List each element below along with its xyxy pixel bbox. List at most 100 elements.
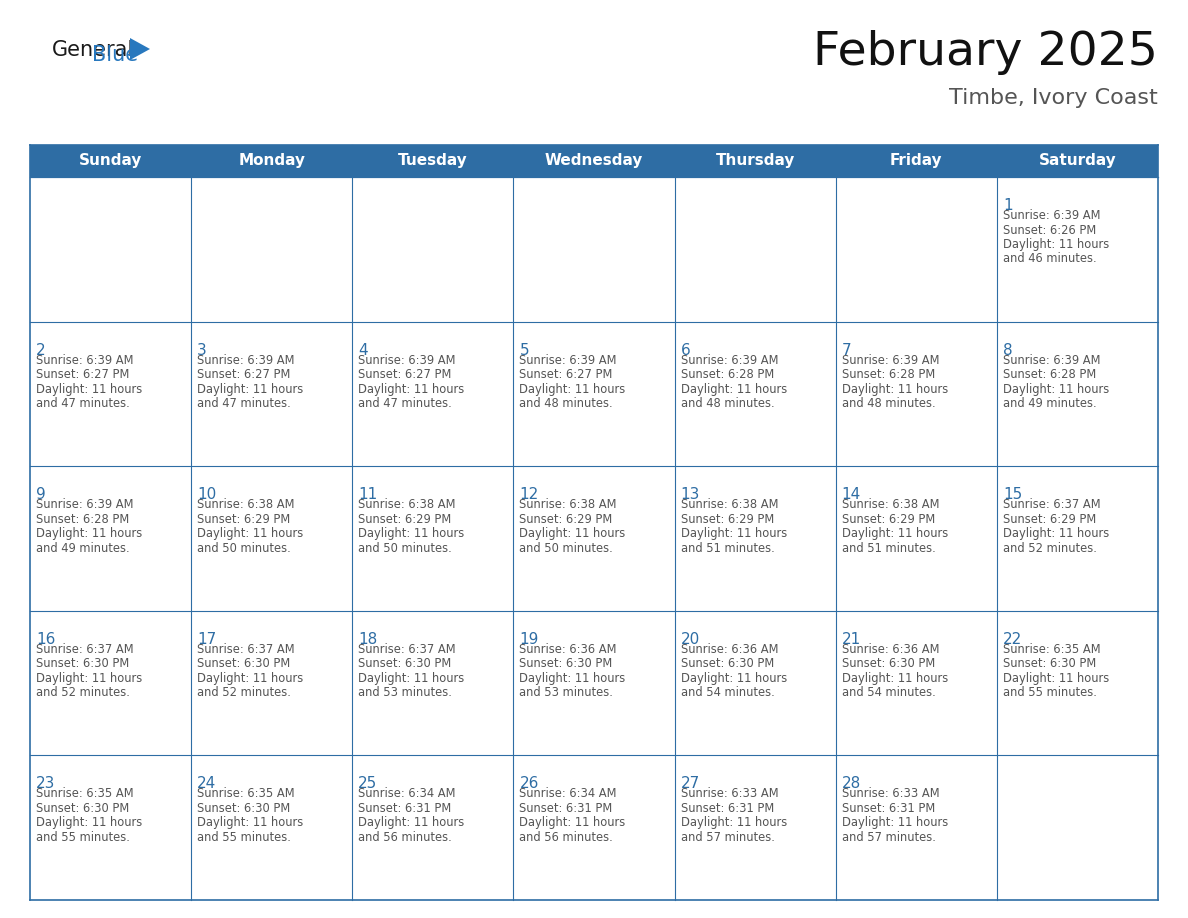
Text: General: General [52, 40, 134, 60]
Text: 20: 20 [681, 632, 700, 647]
Text: 25: 25 [359, 777, 378, 791]
Text: and 55 minutes.: and 55 minutes. [36, 831, 129, 844]
Text: Sunset: 6:30 PM: Sunset: 6:30 PM [36, 657, 129, 670]
Text: Sunday: Sunday [78, 153, 143, 169]
Text: Saturday: Saturday [1038, 153, 1117, 169]
Text: 6: 6 [681, 342, 690, 358]
Text: Daylight: 11 hours: Daylight: 11 hours [842, 383, 948, 396]
Text: and 51 minutes.: and 51 minutes. [842, 542, 935, 554]
Text: and 54 minutes.: and 54 minutes. [842, 687, 935, 700]
Text: and 52 minutes.: and 52 minutes. [197, 687, 291, 700]
Bar [30, 145, 1158, 177]
Text: Sunrise: 6:33 AM: Sunrise: 6:33 AM [681, 788, 778, 800]
Text: Daylight: 11 hours: Daylight: 11 hours [1003, 383, 1110, 396]
Text: Daylight: 11 hours: Daylight: 11 hours [519, 383, 626, 396]
Text: Daylight: 11 hours: Daylight: 11 hours [842, 672, 948, 685]
Text: Daylight: 11 hours: Daylight: 11 hours [359, 527, 465, 540]
Text: Sunrise: 6:38 AM: Sunrise: 6:38 AM [842, 498, 940, 511]
Text: and 48 minutes.: and 48 minutes. [842, 397, 935, 410]
Text: Daylight: 11 hours: Daylight: 11 hours [842, 527, 948, 540]
Text: Sunset: 6:29 PM: Sunset: 6:29 PM [1003, 512, 1097, 526]
Text: Sunset: 6:30 PM: Sunset: 6:30 PM [197, 657, 290, 670]
Text: and 48 minutes.: and 48 minutes. [519, 397, 613, 410]
Text: 15: 15 [1003, 487, 1022, 502]
Text: 12: 12 [519, 487, 538, 502]
Text: Sunrise: 6:39 AM: Sunrise: 6:39 AM [36, 498, 133, 511]
Text: Sunrise: 6:34 AM: Sunrise: 6:34 AM [519, 788, 617, 800]
Text: Sunset: 6:30 PM: Sunset: 6:30 PM [197, 802, 290, 815]
Text: Sunrise: 6:33 AM: Sunrise: 6:33 AM [842, 788, 940, 800]
Text: 21: 21 [842, 632, 861, 647]
Text: Sunrise: 6:38 AM: Sunrise: 6:38 AM [197, 498, 295, 511]
Text: and 48 minutes.: and 48 minutes. [681, 397, 775, 410]
Text: Sunrise: 6:39 AM: Sunrise: 6:39 AM [197, 353, 295, 366]
Text: Sunrise: 6:39 AM: Sunrise: 6:39 AM [36, 353, 133, 366]
Text: and 51 minutes.: and 51 minutes. [681, 542, 775, 554]
Text: Daylight: 11 hours: Daylight: 11 hours [681, 383, 786, 396]
Text: Daylight: 11 hours: Daylight: 11 hours [519, 816, 626, 829]
Text: Daylight: 11 hours: Daylight: 11 hours [1003, 672, 1110, 685]
Text: 17: 17 [197, 632, 216, 647]
Text: 5: 5 [519, 342, 529, 358]
Text: Monday: Monday [239, 153, 305, 169]
Text: Daylight: 11 hours: Daylight: 11 hours [36, 383, 143, 396]
Text: Sunset: 6:30 PM: Sunset: 6:30 PM [519, 657, 613, 670]
Text: Tuesday: Tuesday [398, 153, 468, 169]
Text: and 49 minutes.: and 49 minutes. [1003, 397, 1097, 410]
Text: and 55 minutes.: and 55 minutes. [1003, 687, 1097, 700]
Text: Daylight: 11 hours: Daylight: 11 hours [681, 816, 786, 829]
Text: Sunset: 6:27 PM: Sunset: 6:27 PM [359, 368, 451, 381]
Text: and 53 minutes.: and 53 minutes. [359, 687, 453, 700]
Text: Daylight: 11 hours: Daylight: 11 hours [519, 527, 626, 540]
Text: and 53 minutes.: and 53 minutes. [519, 687, 613, 700]
Text: Daylight: 11 hours: Daylight: 11 hours [519, 672, 626, 685]
Text: Daylight: 11 hours: Daylight: 11 hours [359, 672, 465, 685]
Text: Sunrise: 6:38 AM: Sunrise: 6:38 AM [519, 498, 617, 511]
Text: Sunset: 6:27 PM: Sunset: 6:27 PM [36, 368, 129, 381]
Text: and 52 minutes.: and 52 minutes. [36, 687, 129, 700]
Text: and 54 minutes.: and 54 minutes. [681, 687, 775, 700]
Text: 2: 2 [36, 342, 45, 358]
Text: 3: 3 [197, 342, 207, 358]
Text: Sunset: 6:31 PM: Sunset: 6:31 PM [681, 802, 773, 815]
Text: Sunrise: 6:36 AM: Sunrise: 6:36 AM [519, 643, 617, 655]
Text: Sunset: 6:31 PM: Sunset: 6:31 PM [842, 802, 935, 815]
Text: and 50 minutes.: and 50 minutes. [197, 542, 291, 554]
Text: and 57 minutes.: and 57 minutes. [842, 831, 936, 844]
Text: 13: 13 [681, 487, 700, 502]
Text: and 47 minutes.: and 47 minutes. [197, 397, 291, 410]
Text: Daylight: 11 hours: Daylight: 11 hours [197, 527, 303, 540]
Text: 22: 22 [1003, 632, 1022, 647]
Text: Sunset: 6:29 PM: Sunset: 6:29 PM [681, 512, 773, 526]
Text: 16: 16 [36, 632, 56, 647]
Polygon shape [129, 38, 150, 60]
Text: Sunrise: 6:36 AM: Sunrise: 6:36 AM [842, 643, 940, 655]
Text: Thursday: Thursday [715, 153, 795, 169]
Text: Daylight: 11 hours: Daylight: 11 hours [681, 527, 786, 540]
Text: Sunset: 6:29 PM: Sunset: 6:29 PM [842, 512, 935, 526]
Text: Timbe, Ivory Coast: Timbe, Ivory Coast [949, 88, 1158, 108]
Text: 4: 4 [359, 342, 368, 358]
Text: and 47 minutes.: and 47 minutes. [359, 397, 453, 410]
Text: Sunrise: 6:36 AM: Sunrise: 6:36 AM [681, 643, 778, 655]
Text: Sunrise: 6:34 AM: Sunrise: 6:34 AM [359, 788, 456, 800]
Text: 18: 18 [359, 632, 378, 647]
Text: Sunrise: 6:37 AM: Sunrise: 6:37 AM [1003, 498, 1100, 511]
Text: Daylight: 11 hours: Daylight: 11 hours [197, 672, 303, 685]
Text: Sunrise: 6:39 AM: Sunrise: 6:39 AM [1003, 353, 1100, 366]
Text: Daylight: 11 hours: Daylight: 11 hours [36, 527, 143, 540]
Text: Blue: Blue [91, 45, 138, 65]
Text: 11: 11 [359, 487, 378, 502]
Text: 27: 27 [681, 777, 700, 791]
Text: Sunrise: 6:38 AM: Sunrise: 6:38 AM [681, 498, 778, 511]
Text: Sunset: 6:30 PM: Sunset: 6:30 PM [359, 657, 451, 670]
Text: February 2025: February 2025 [813, 30, 1158, 75]
Text: Daylight: 11 hours: Daylight: 11 hours [359, 383, 465, 396]
Text: 24: 24 [197, 777, 216, 791]
Text: Sunrise: 6:35 AM: Sunrise: 6:35 AM [36, 788, 133, 800]
Text: 8: 8 [1003, 342, 1012, 358]
Text: 9: 9 [36, 487, 46, 502]
Text: and 52 minutes.: and 52 minutes. [1003, 542, 1097, 554]
Text: and 55 minutes.: and 55 minutes. [197, 831, 291, 844]
Text: Daylight: 11 hours: Daylight: 11 hours [197, 816, 303, 829]
